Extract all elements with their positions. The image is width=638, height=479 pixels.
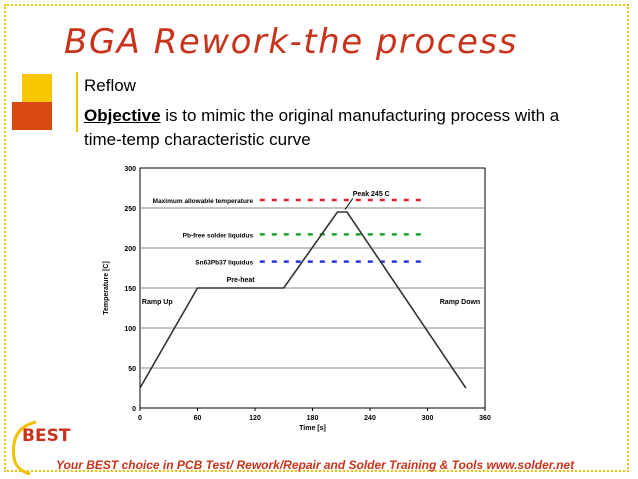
footer-tagline: Your BEST choice in PCB Test/ Rework/Rep… <box>56 458 575 472</box>
objective-text: is to mimic the original manufacturing p… <box>84 106 560 149</box>
reflow-profile-chart: 0 50 100 150 200 250 300 0 60 120 180 240 300 360 Time… <box>96 160 500 440</box>
x-tick-label: 60 <box>194 415 202 422</box>
y-tick-label: 50 <box>128 366 136 373</box>
x-axis-label: Time [s] <box>299 425 326 432</box>
y-tick-label: 150 <box>124 286 136 293</box>
decorative-yellow-square <box>22 74 52 102</box>
x-tick-label: 240 <box>364 415 376 422</box>
slide-title: BGA Rework-the process <box>64 22 518 62</box>
x-tick-label: 120 <box>249 415 261 422</box>
y-tick-label: 100 <box>124 326 136 333</box>
x-tick-label: 0 <box>138 415 142 422</box>
objective-keyword: Objective <box>84 106 161 125</box>
chart-annotation: Pre-heat <box>227 277 256 284</box>
best-logo-icon <box>11 420 37 476</box>
reference-line-label: Sn63Pb37 liquidus <box>195 260 253 267</box>
best-logo-text: BEST <box>22 426 71 446</box>
bullet-objective: Objective is to mimic the original manuf… <box>84 104 564 152</box>
peak-arrow <box>344 198 354 210</box>
y-tick-label: 250 <box>124 206 136 213</box>
bullet-reflow: Reflow <box>84 76 136 95</box>
y-axis-label: Temperature [C] <box>103 261 110 315</box>
temperature-profile-line <box>139 211 467 389</box>
chart-annotation: Ramp Down <box>440 299 480 306</box>
y-tick-label: 0 <box>132 406 136 413</box>
reference-line-label: Maximum allowable temperature <box>153 198 254 205</box>
decorative-orange-square <box>12 102 52 130</box>
y-tick-label: 300 <box>124 166 136 173</box>
y-tick-label: 200 <box>124 246 136 253</box>
chart-annotation: Peak 245 C <box>353 191 390 198</box>
reference-line-label: Pb-free solder liquidus <box>183 232 254 239</box>
x-tick-label: 360 <box>479 415 491 422</box>
x-tick-label: 300 <box>422 415 434 422</box>
chart-svg: 0 50 100 150 200 250 300 0 60 120 180 240 300 360 Time… <box>103 166 491 432</box>
decorative-divider <box>76 72 78 132</box>
x-tick-label: 180 <box>307 415 319 422</box>
chart-annotation: Ramp Up <box>142 299 173 306</box>
slide-frame <box>4 4 629 472</box>
